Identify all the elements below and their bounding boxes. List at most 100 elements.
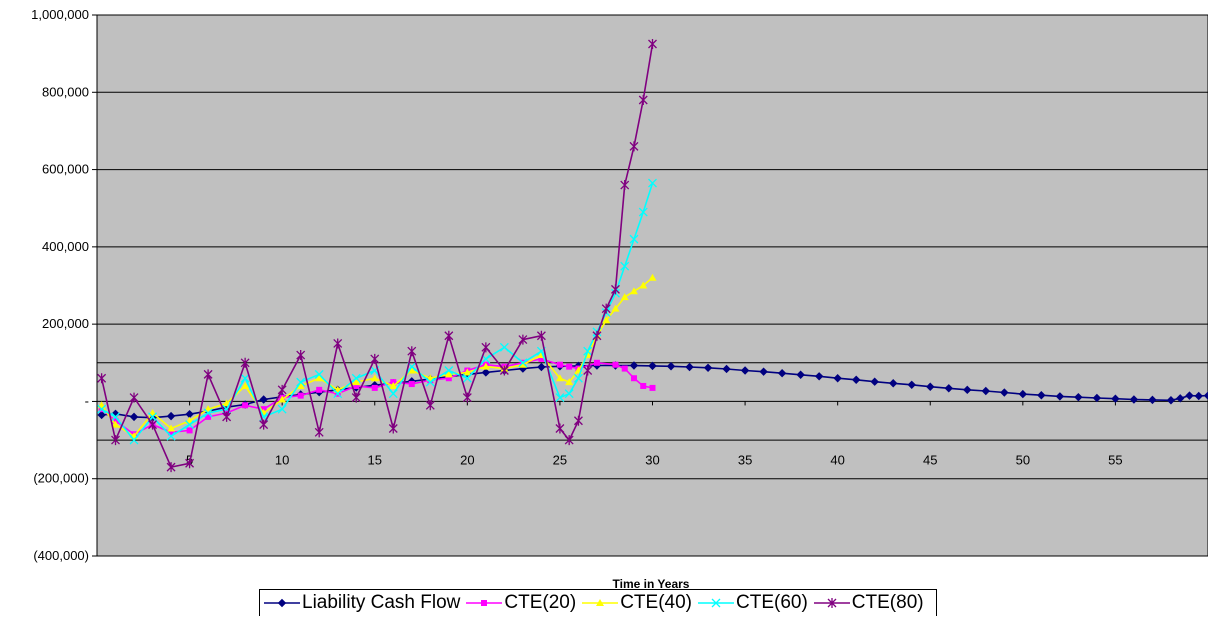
data-point — [555, 393, 565, 403]
data-point — [499, 365, 509, 376]
data-point — [351, 392, 361, 403]
data-point — [1074, 392, 1083, 402]
data-point — [638, 95, 648, 106]
data-point — [296, 377, 306, 387]
legend-item: CTE(80) — [813, 592, 924, 614]
legend-label: Liability Cash Flow — [302, 592, 461, 613]
data-point — [1148, 395, 1157, 405]
data-point — [944, 384, 953, 393]
data-point — [620, 180, 630, 191]
data-point — [370, 374, 379, 382]
legend-item: CTE(40) — [582, 592, 692, 614]
data-point — [583, 365, 593, 376]
data-point — [621, 365, 628, 372]
series-line — [101, 182, 654, 442]
data-point — [592, 330, 602, 341]
data-point — [389, 381, 398, 389]
data-point — [926, 382, 935, 391]
data-point — [1000, 388, 1009, 397]
data-point — [537, 362, 546, 372]
data-point — [408, 381, 415, 388]
data-point — [722, 364, 731, 374]
data-point — [203, 408, 213, 418]
y-axis-ticks: 1,000,000 800,000 600,000 400,000 200,000 - (2… — [31, 7, 97, 563]
data-point — [240, 373, 250, 383]
data-point — [648, 178, 657, 188]
data-point — [481, 342, 491, 353]
data-point — [565, 378, 574, 386]
data-point — [259, 395, 268, 404]
data-point — [889, 379, 898, 388]
data-point — [481, 362, 490, 370]
data-point — [445, 375, 452, 382]
x-tick-label: 10 — [275, 452, 289, 467]
legend-swatch — [466, 600, 503, 606]
data-point — [315, 374, 324, 382]
x-tick-label: 15 — [368, 452, 382, 467]
data-point — [538, 355, 545, 362]
data-point — [240, 357, 250, 368]
data-point — [555, 374, 564, 382]
data-point — [296, 381, 305, 389]
data-point — [573, 415, 583, 426]
data-point — [462, 392, 472, 403]
data-point — [827, 598, 837, 608]
data-point — [388, 423, 398, 434]
x-tick-label: 55 — [1108, 452, 1122, 467]
data-point — [1037, 391, 1046, 400]
data-point — [555, 423, 565, 434]
y-tick-label: 200,000 — [42, 316, 89, 331]
data-point — [620, 293, 629, 301]
data-point — [963, 385, 972, 395]
x-tick-label: 50 — [1016, 452, 1030, 467]
data-point — [371, 384, 378, 391]
series-line — [100, 43, 654, 469]
data-point — [518, 360, 527, 368]
data-point — [1055, 392, 1065, 401]
data-point — [629, 287, 638, 295]
data-point — [814, 372, 824, 381]
legend-swatch — [264, 598, 300, 608]
data-point — [129, 392, 139, 403]
data-point — [499, 342, 509, 352]
data-point — [353, 382, 360, 389]
data-point — [129, 435, 139, 445]
legend-item: Liability Cash Flow — [264, 592, 460, 614]
data-point — [444, 330, 454, 341]
data-point — [129, 412, 139, 422]
data-point — [981, 386, 991, 396]
data-point — [648, 361, 657, 371]
data-point — [297, 392, 304, 399]
data-point — [518, 358, 528, 368]
data-point — [97, 404, 107, 414]
data-point — [166, 431, 176, 441]
x-tick-label: 25 — [553, 452, 567, 467]
data-point — [1129, 395, 1139, 404]
data-point — [602, 316, 611, 324]
data-point — [740, 366, 750, 375]
x-tick-label: 45 — [923, 452, 937, 467]
data-point — [444, 366, 454, 375]
data-point — [640, 382, 647, 389]
data-point — [166, 411, 176, 421]
data-point — [370, 353, 380, 364]
data-point — [241, 381, 250, 389]
data-point — [564, 435, 574, 446]
data-point — [1166, 396, 1176, 405]
y-tick-label: 800,000 — [42, 84, 89, 99]
data-point — [111, 412, 120, 422]
data-point — [259, 419, 269, 430]
data-point — [1203, 391, 1208, 400]
data-point — [593, 359, 600, 366]
legend-label: CTE(20) — [504, 592, 577, 613]
data-point — [185, 420, 195, 430]
data-point — [611, 284, 620, 295]
series-5 — [97, 38, 657, 473]
y-tick-label: (200,000) — [33, 471, 89, 486]
data-point — [205, 413, 212, 420]
data-point — [97, 373, 107, 384]
data-point — [1092, 393, 1102, 403]
data-point — [518, 334, 528, 345]
data-point — [639, 281, 648, 289]
data-point — [333, 389, 343, 399]
